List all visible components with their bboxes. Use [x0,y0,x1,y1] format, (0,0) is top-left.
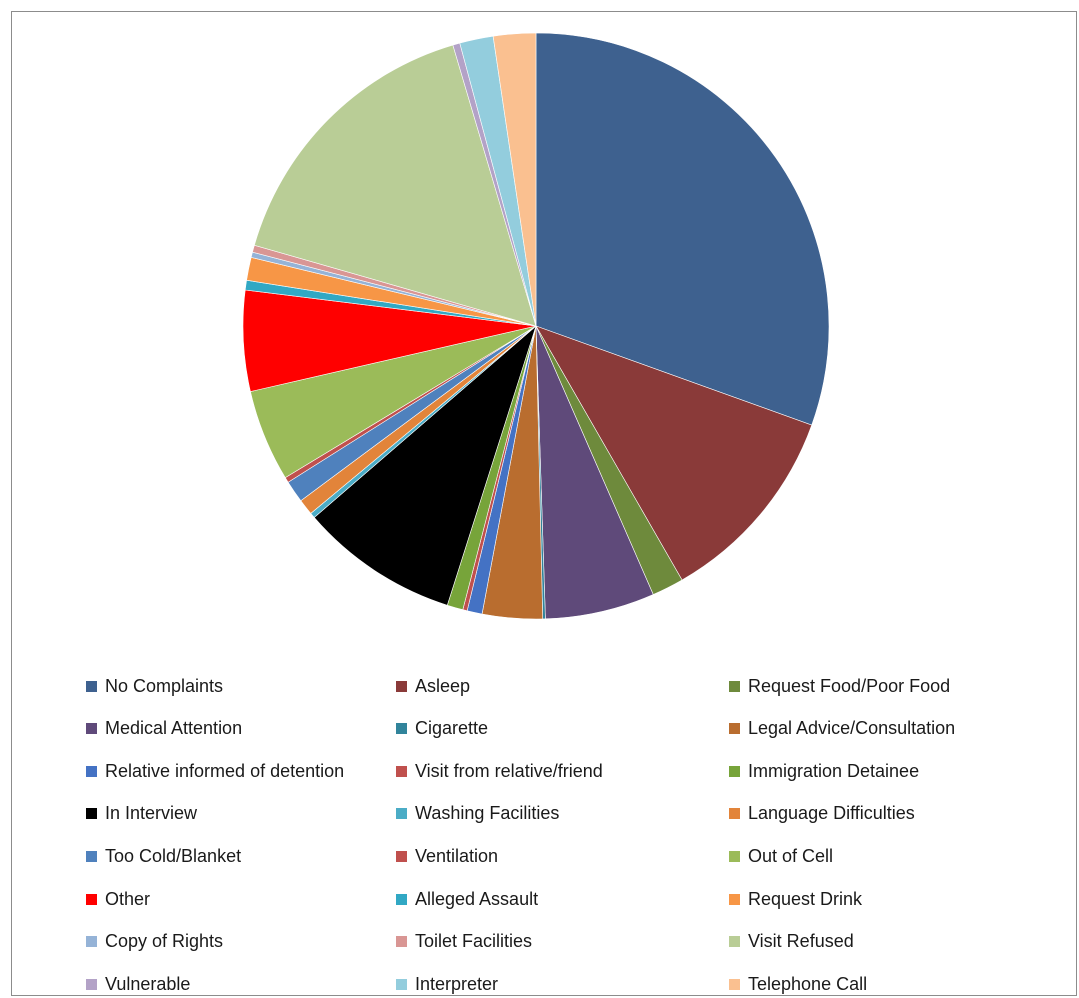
legend-swatch [86,936,97,948]
legend-swatch [729,680,740,692]
legend-item: No Complaints [86,675,223,697]
legend-item: Copy of Rights [86,931,223,953]
legend-item: Request Food/Poor Food [729,675,950,697]
pie-slice [492,32,537,327]
legend-label: Request Food/Poor Food [748,675,951,696]
legend-label: Ventilation [415,845,499,866]
legend-swatch [86,723,97,735]
legend-label: In Interview [105,803,198,824]
legend-item: Out of Cell [729,845,833,867]
legend-swatch [396,850,407,862]
legend-item: Immigration Detainee [729,760,919,782]
legend-item: Language Difficulties [729,803,915,825]
legend-label: Alleged Assault [415,888,539,909]
legend-label: Copy of Rights [105,931,224,952]
legend-label: Request Drink [748,888,863,909]
pie-slice [253,44,537,327]
legend-item: Legal Advice/Consultation [729,718,955,740]
pie-chart [242,32,830,620]
legend-item: Asleep [396,675,470,697]
legend-item: Cigarette [396,718,488,740]
legend-item: Ventilation [396,845,498,867]
legend-swatch [86,893,97,905]
legend-item: Visit Refused [729,931,854,953]
legend-label: Out of Cell [748,845,834,866]
legend-swatch [729,765,740,777]
legend-label: Other [105,888,151,909]
legend-item: Too Cold/Blanket [86,845,241,867]
legend-swatch [86,808,97,820]
legend-item: Alleged Assault [396,888,538,910]
legend-label: Telephone Call [748,973,868,994]
chart-area: No Complaints Asleep Request Food/Poor Foo… [11,11,1077,996]
legend-item: Interpreter [396,973,498,995]
legend-label: Medical Attention [105,718,243,739]
legend-label: Vulnerable [105,973,191,994]
legend-label: Too Cold/Blanket [105,845,242,866]
legend-label: Asleep [415,675,471,696]
legend-swatch [729,850,740,862]
legend-swatch [396,978,407,990]
legend-swatch [729,723,740,735]
legend-label: Relative informed of detention [105,760,345,781]
legend-label: Immigration Detainee [748,760,920,781]
legend-item: Telephone Call [729,973,867,995]
legend-swatch [86,765,97,777]
legend-swatch [396,765,407,777]
legend-label: Visit from relative/friend [415,760,603,781]
legend-item: Relative informed of detention [86,760,344,782]
legend-swatch [396,680,407,692]
legend-swatch [729,936,740,948]
legend-label: Visit Refused [748,931,854,952]
legend-label: Washing Facilities [415,803,560,824]
legend-label: No Complaints [105,675,224,696]
legend-swatch [729,978,740,990]
legend-item: In Interview [86,803,197,825]
legend-swatch [396,808,407,820]
legend-swatch [396,723,407,735]
legend-swatch [86,680,97,692]
legend-item: Other [86,888,150,910]
legend-swatch [86,850,97,862]
legend-swatch [396,893,407,905]
pie-slice [313,325,537,606]
legend-item: Washing Facilities [396,803,559,825]
legend-label: Toilet Facilities [415,931,533,952]
legend-item: Toilet Facilities [396,931,532,953]
legend-swatch [396,936,407,948]
legend-label: Interpreter [415,973,499,994]
legend-item: Medical Attention [86,718,242,740]
legend-item: Request Drink [729,888,862,910]
legend-item: Vulnerable [86,973,190,995]
legend-label: Legal Advice/Consultation [748,718,956,739]
pie-slice [535,325,813,581]
legend-swatch [86,978,97,990]
legend-swatch [729,808,740,820]
legend-label: Cigarette [415,718,489,739]
pie-slice [535,32,830,426]
legend-swatch [729,893,740,905]
legend-item: Visit from relative/friend [396,760,603,782]
legend-label: Language Difficulties [748,803,915,824]
